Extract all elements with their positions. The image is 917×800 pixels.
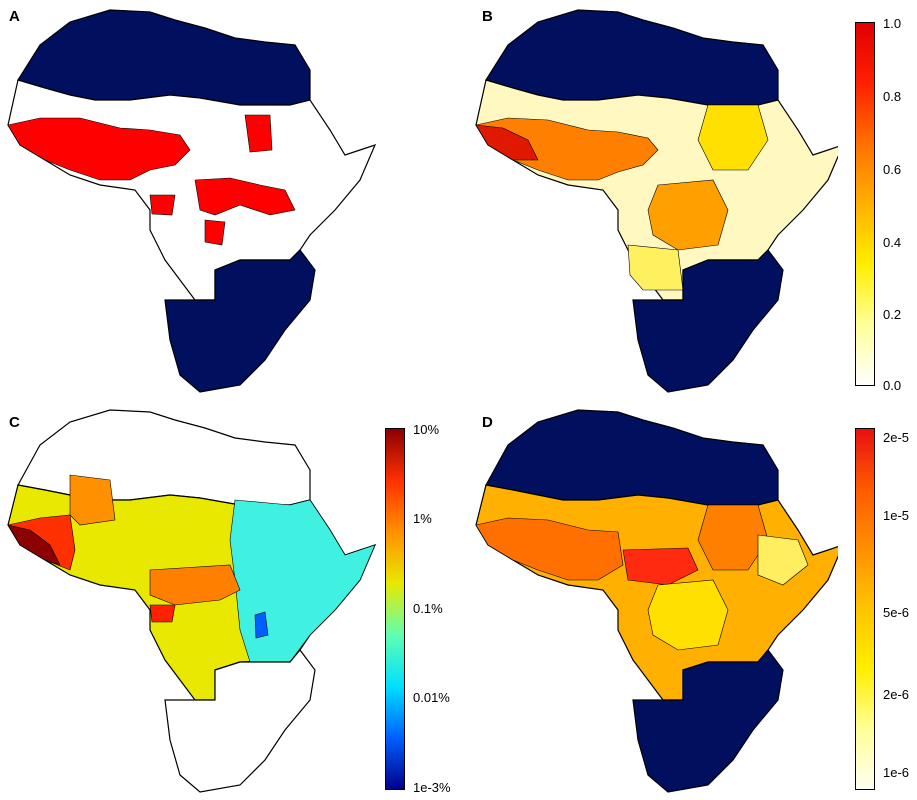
panel-d-tick-label: 1e-6 [883,765,910,780]
panel-d-west-africa [475,517,624,581]
panel-d: D 2e-5 1e-5 5e-6 2e-6 1e-6 [458,400,917,800]
panel-c-tick-label: 1e-3% [413,780,451,795]
panel-a: A [0,0,458,400]
panel-b-tick-label: 0.2 [883,307,902,322]
panel-d-central-red [622,547,699,586]
panel-d-north-africa [485,409,779,506]
panel-b-tick-label: 0.6 [883,162,902,177]
panel-a-letter: A [9,8,20,25]
panel-b-sudan-yellow [697,104,769,171]
panel-d-tick-label: 1e-5 [883,508,910,523]
panel-b: B 1.0 0.8 0.6 0.4 0.2 0.0 [458,0,917,400]
panel-b-drc-orange [647,179,729,251]
panel-b-west-africa [475,117,659,181]
panel-d-tick-label: 5e-6 [883,605,910,620]
panel-d-drc-yellow [647,579,729,651]
panel-a-africa-body [7,79,377,301]
panel-c-letter: C [9,414,20,431]
panel-b-tick-label: 0.0 [883,378,902,393]
panel-b-letter: B [482,8,493,25]
panel-c-north-africa [17,409,311,506]
panel-d-ethiopia-yellow [757,534,809,586]
panel-d-letter: D [482,414,493,431]
panel-b-tick-label: 0.4 [883,235,902,250]
panel-c-southern-africa [164,649,316,793]
panel-a-gabon-red [149,194,176,216]
panel-c-central-orange [149,564,241,606]
panel-a-chad-red [244,114,273,153]
panel-a-congo-red [204,219,226,246]
panel-c-tick-label: 1% [413,511,432,526]
panel-c-tick-label: 10% [413,422,440,437]
panel-d-colorbar [855,428,875,790]
panel-b-southern-africa [632,249,784,393]
panel-b-north-africa [485,9,779,106]
panel-c-tick-label: 0.01% [413,690,450,705]
panel-a-southern-africa [164,249,316,393]
panel-d-sudan-orange [697,504,769,571]
panel-c-map [7,409,377,793]
panel-b-west-coast-red [475,124,539,161]
panel-b-angola-yellow [627,244,684,291]
panel-d-tick-label: 2e-5 [883,430,910,445]
panel-c-west-coast-dark [7,524,61,566]
panel-c-gabon-red [149,604,176,623]
panel-d-tick-label: 2e-6 [883,687,910,702]
panel-d-southern-africa [632,649,784,793]
panel-a-north-africa [17,9,311,106]
panel-b-map [475,9,838,393]
panel-c-tick-label: 0.1% [413,601,443,616]
panel-b-tick-label: 0.8 [883,89,902,104]
panel-c: C 10% 1% 0.1% 0.01% 1e-3% [0,400,458,800]
panel-c-lake-blue [254,611,269,639]
panel-b-tick-label: 1.0 [883,16,902,31]
panel-a-west-africa-red [7,117,191,181]
panel-a-map [7,9,377,393]
panel-c-east-cyan [229,499,376,663]
panel-c-mali-orange [69,474,116,526]
panel-a-central-red [194,177,296,216]
panel-c-colorbar [385,428,405,790]
panel-b-colorbar [855,22,875,386]
panel-d-map [475,409,838,793]
